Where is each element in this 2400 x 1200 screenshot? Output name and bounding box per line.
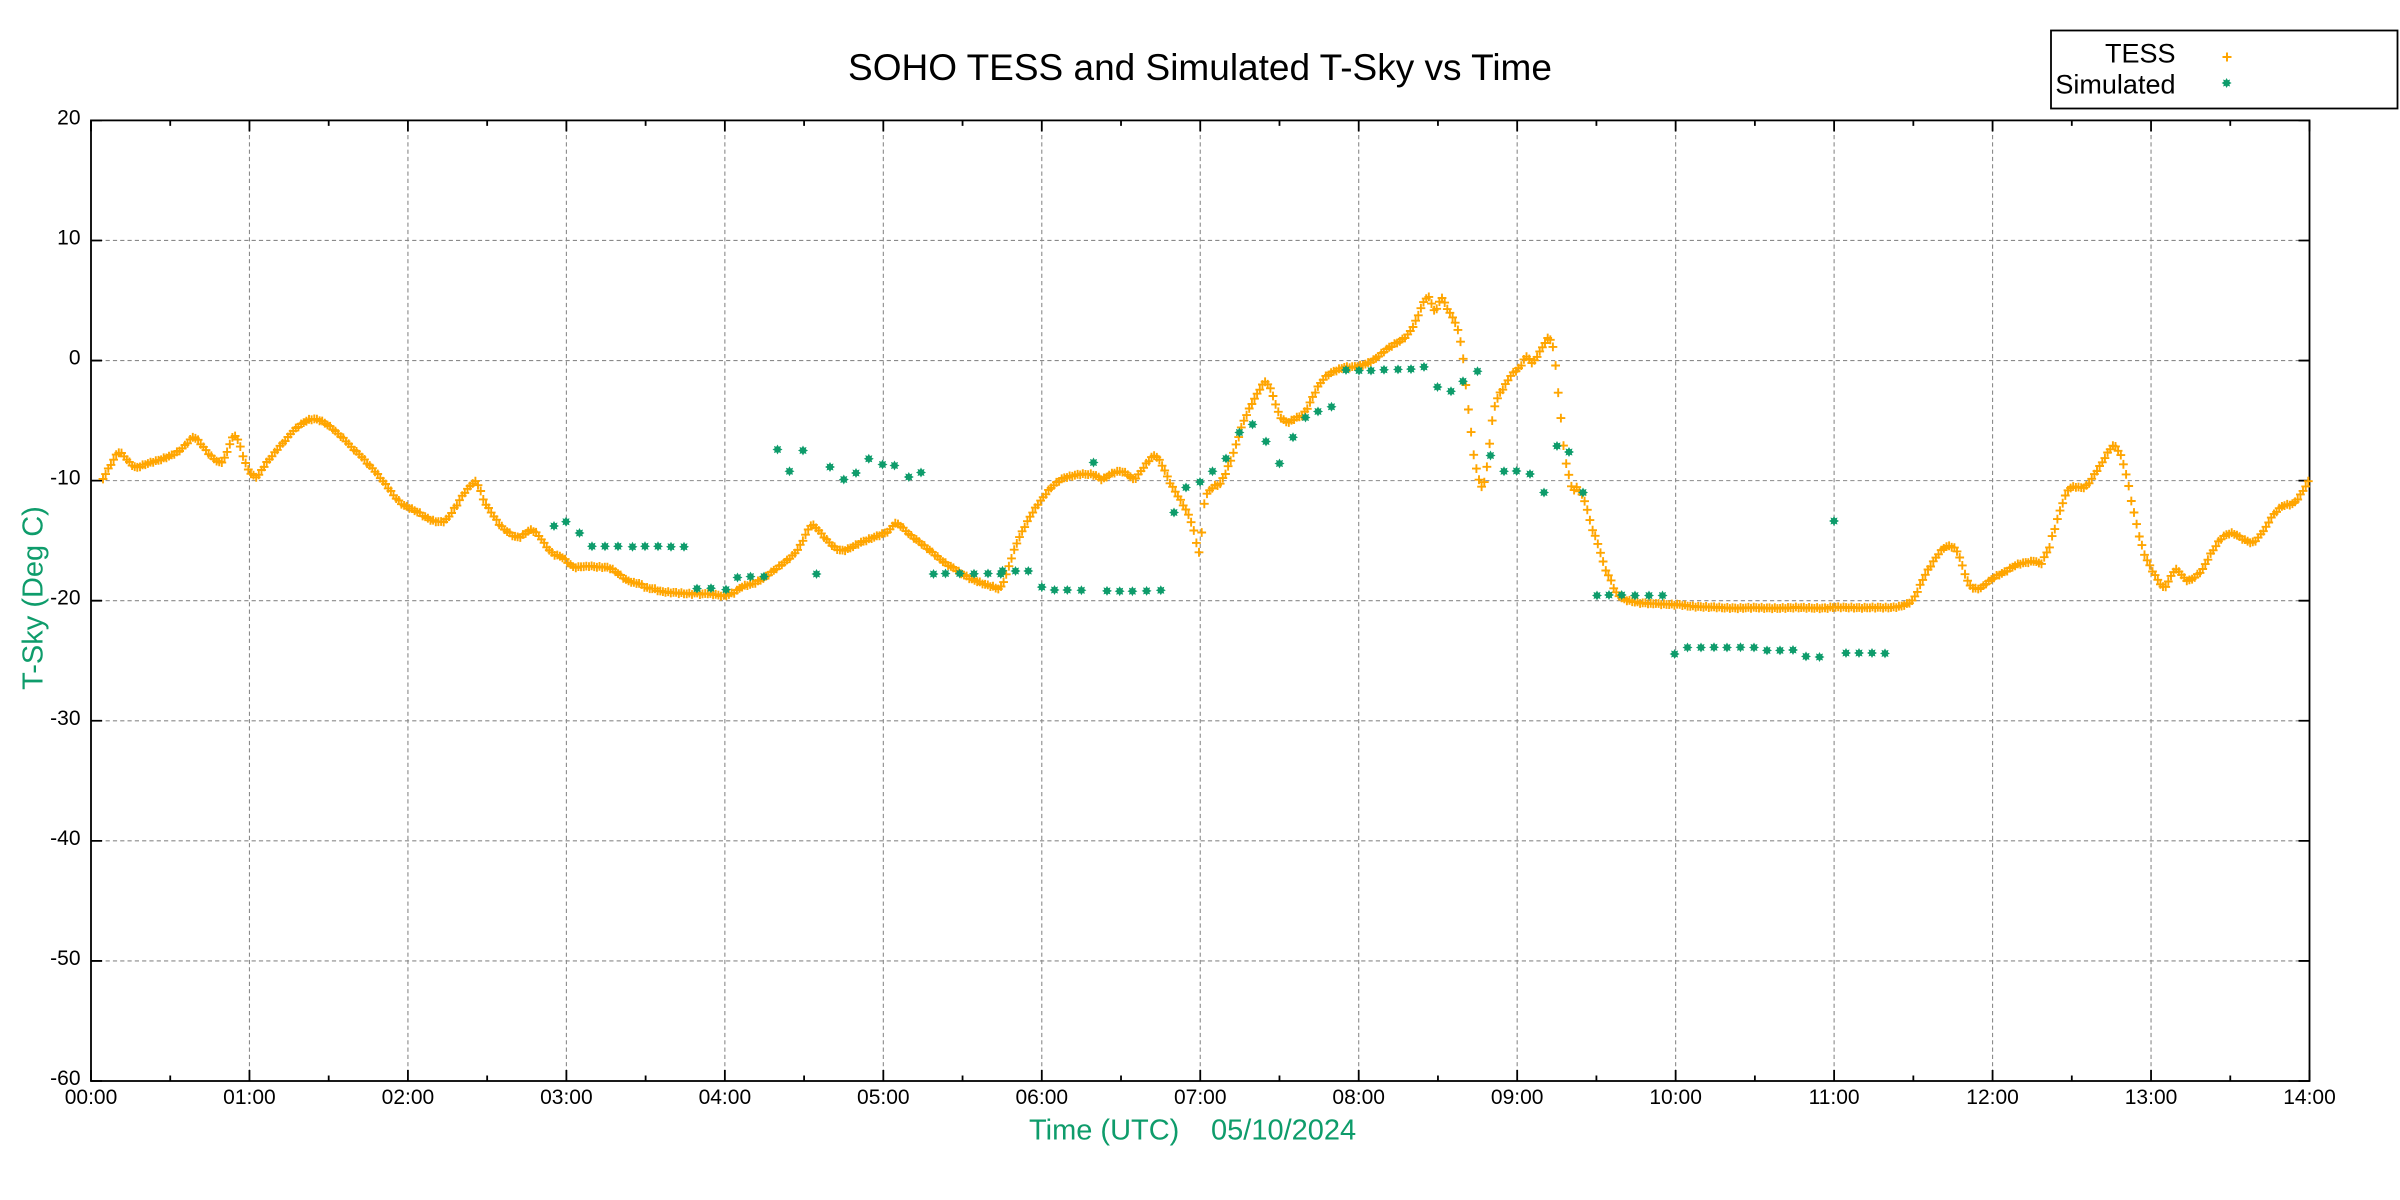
svg-text:T-Sky (Deg C): T-Sky (Deg C) xyxy=(18,506,50,690)
svg-text:03:00: 03:00 xyxy=(540,1086,593,1109)
svg-text:Simulated: Simulated xyxy=(2055,70,2175,100)
svg-text:13:00: 13:00 xyxy=(2125,1086,2178,1109)
svg-text:14:00: 14:00 xyxy=(2283,1086,2336,1109)
svg-text:0: 0 xyxy=(69,347,81,370)
svg-text:-60: -60 xyxy=(50,1067,80,1090)
svg-text:-20: -20 xyxy=(50,587,80,610)
svg-text:-40: -40 xyxy=(50,827,80,850)
svg-text:-50: -50 xyxy=(50,947,80,970)
svg-text:SOHO TESS and Simulated T-Sky: SOHO TESS and Simulated T-Sky vs Time xyxy=(848,47,1552,88)
svg-text:07:00: 07:00 xyxy=(1174,1086,1227,1109)
svg-text:12:00: 12:00 xyxy=(1966,1086,2019,1109)
svg-text:04:00: 04:00 xyxy=(699,1086,752,1109)
svg-text:-30: -30 xyxy=(50,707,80,730)
svg-text:09:00: 09:00 xyxy=(1491,1086,1544,1109)
svg-text:05:00: 05:00 xyxy=(857,1086,910,1109)
svg-text:TESS: TESS xyxy=(2105,39,2176,69)
svg-text:06:00: 06:00 xyxy=(1016,1086,1069,1109)
svg-text:02:00: 02:00 xyxy=(382,1086,435,1109)
svg-text:-10: -10 xyxy=(50,467,80,490)
svg-text:10:00: 10:00 xyxy=(1649,1086,1702,1109)
svg-text:10: 10 xyxy=(57,226,80,249)
svg-text:01:00: 01:00 xyxy=(223,1086,276,1109)
svg-text:00:00: 00:00 xyxy=(65,1086,118,1109)
svg-text:05/10/2024: 05/10/2024 xyxy=(1211,1115,1356,1147)
svg-text:08:00: 08:00 xyxy=(1332,1086,1385,1109)
svg-text:Time (UTC): Time (UTC) xyxy=(1029,1115,1179,1147)
svg-text:11:00: 11:00 xyxy=(1809,1086,1860,1109)
svg-text:20: 20 xyxy=(57,106,80,129)
